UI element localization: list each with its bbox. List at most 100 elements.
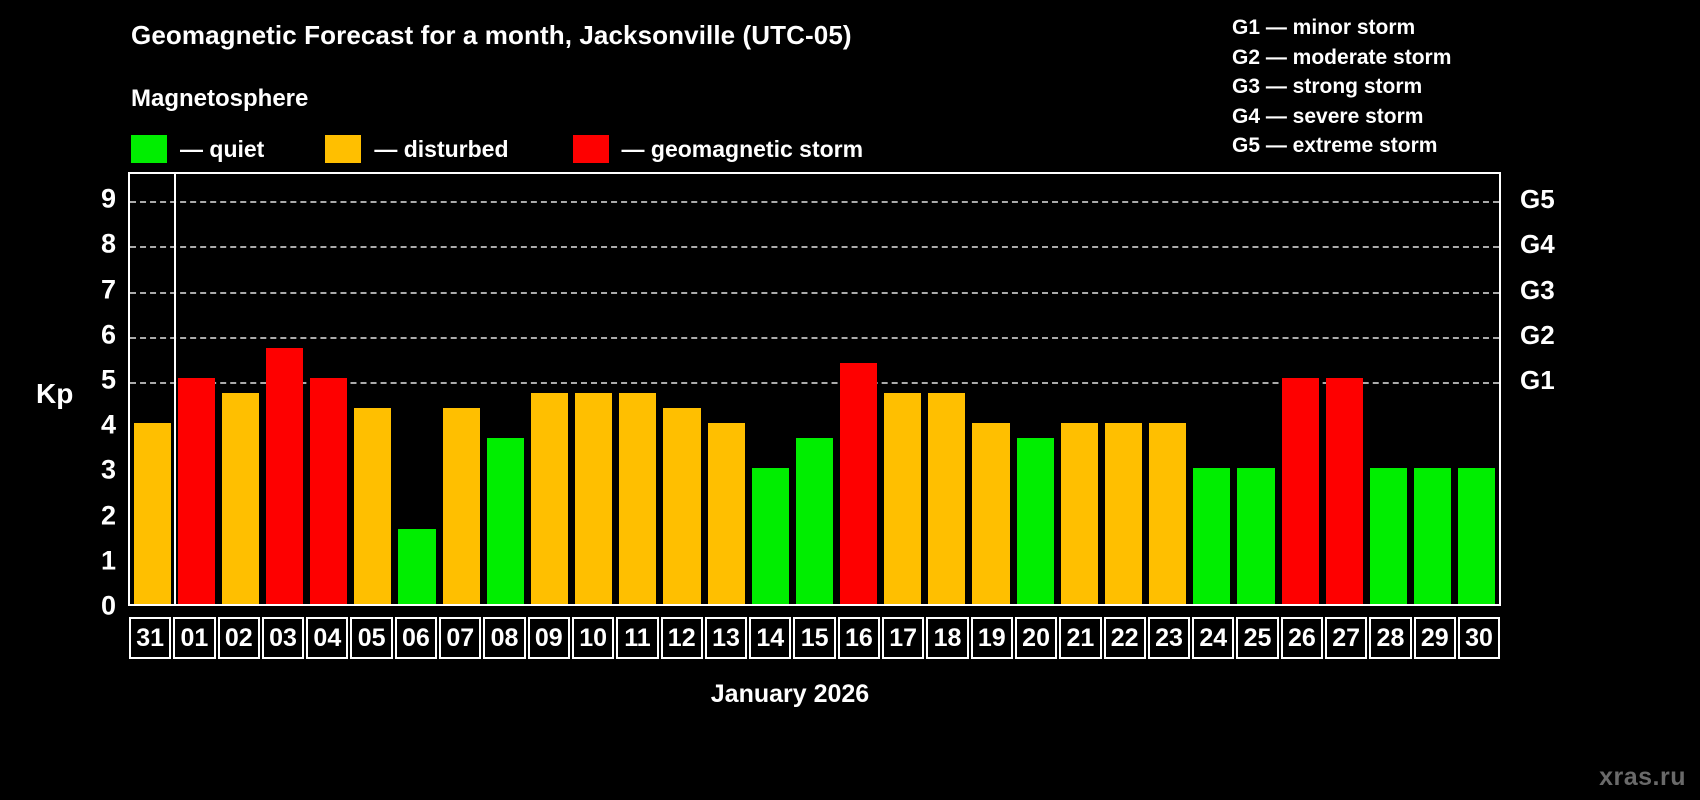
bar-day-17[interactable]	[884, 392, 922, 604]
bar-day-27[interactable]	[1325, 377, 1363, 604]
gscale-legend-row: G3 — strong storm	[1232, 75, 1423, 98]
day-label-02[interactable]: 02	[217, 617, 260, 659]
day-label-29[interactable]: 29	[1413, 617, 1456, 659]
day-label-16[interactable]: 16	[837, 617, 881, 659]
day-label-18[interactable]: 18	[926, 617, 969, 659]
day-label-27[interactable]: 27	[1325, 617, 1368, 659]
bar-day-21[interactable]	[1060, 423, 1098, 604]
day-label-07[interactable]: 07	[439, 617, 482, 659]
day-label-14[interactable]: 14	[749, 617, 792, 659]
day-label-19[interactable]: 19	[970, 617, 1013, 659]
day-label-31[interactable]: 31	[129, 617, 172, 659]
bar-day-01[interactable]	[177, 377, 215, 604]
day-label-04[interactable]: 04	[306, 617, 349, 659]
bar-slot[interactable]	[1366, 174, 1410, 604]
bar-slot[interactable]	[1234, 174, 1278, 604]
bar-slot[interactable]	[1013, 174, 1057, 604]
watermark: xras.ru	[1599, 763, 1686, 791]
bar-slot[interactable]	[1101, 174, 1145, 604]
day-label-23[interactable]: 23	[1147, 617, 1191, 659]
bar-day-05[interactable]	[354, 408, 392, 604]
bar-slot[interactable]	[1411, 174, 1455, 604]
magnetosphere-heading: Magnetosphere	[131, 85, 309, 112]
day-label-21[interactable]: 21	[1059, 617, 1102, 659]
bar-slot[interactable]	[395, 174, 439, 604]
bar-day-28[interactable]	[1369, 468, 1408, 604]
bar-slot[interactable]	[881, 174, 925, 604]
bar-slot[interactable]	[1190, 174, 1234, 604]
day-label-26[interactable]: 26	[1280, 617, 1324, 659]
bar-slot[interactable]	[660, 174, 704, 604]
bar-slot[interactable]	[262, 174, 306, 604]
bar-day-25[interactable]	[1237, 468, 1275, 604]
day-label-28[interactable]: 28	[1369, 617, 1412, 659]
bar-slot[interactable]	[218, 174, 262, 604]
bar-day-14[interactable]	[751, 468, 789, 604]
bar-slot[interactable]	[572, 174, 616, 604]
day-label-06[interactable]: 06	[394, 617, 438, 659]
bar-day-08[interactable]	[486, 438, 524, 604]
bar-slot[interactable]	[837, 174, 881, 604]
bar-day-15[interactable]	[795, 438, 833, 604]
bar-slot[interactable]	[704, 174, 748, 604]
day-label-01[interactable]: 01	[173, 617, 216, 659]
day-label-15[interactable]: 15	[793, 617, 836, 659]
bar-slot[interactable]	[527, 174, 571, 604]
day-label-12[interactable]: 12	[660, 617, 703, 659]
day-label-17[interactable]: 17	[882, 617, 925, 659]
bar-slot[interactable]	[792, 174, 836, 604]
bar-day-09[interactable]	[530, 392, 569, 604]
bar-slot[interactable]	[307, 174, 351, 604]
day-label-25[interactable]: 25	[1236, 617, 1279, 659]
bar-slot[interactable]	[483, 174, 527, 604]
bar-slot[interactable]	[969, 174, 1013, 604]
bar-day-03[interactable]	[265, 347, 304, 604]
day-label-08[interactable]: 08	[483, 617, 526, 659]
bar-day-10[interactable]	[575, 392, 613, 604]
bar-slot[interactable]	[1455, 174, 1499, 604]
bar-day-30[interactable]	[1458, 468, 1496, 604]
day-label-09[interactable]: 09	[527, 617, 570, 659]
bar-slot[interactable]	[1057, 174, 1101, 604]
day-label-03[interactable]: 03	[261, 617, 305, 659]
bar-day-18[interactable]	[928, 392, 966, 604]
legend-swatch-storm	[572, 135, 609, 163]
bar-day-04[interactable]	[310, 377, 348, 604]
day-label-13[interactable]: 13	[704, 617, 748, 659]
bar-day-12[interactable]	[663, 408, 701, 604]
gscale-legend-row: G1 — minor storm	[1232, 16, 1416, 39]
bar-day-22[interactable]	[1104, 423, 1143, 604]
bar-slot[interactable]	[616, 174, 660, 604]
bar-day-16[interactable]	[840, 363, 878, 604]
bar-day-26[interactable]	[1281, 377, 1319, 604]
bar-slot[interactable]	[130, 174, 174, 604]
bar-slot[interactable]	[1322, 174, 1366, 604]
day-label-22[interactable]: 22	[1103, 617, 1146, 659]
bar-slot[interactable]	[1278, 174, 1322, 604]
bar-day-20[interactable]	[1016, 438, 1054, 604]
bar-day-06[interactable]	[398, 528, 436, 604]
day-label-20[interactable]: 20	[1014, 617, 1058, 659]
bar-slot[interactable]	[748, 174, 792, 604]
bar-slot[interactable]	[351, 174, 395, 604]
bar-day-19[interactable]	[972, 423, 1010, 604]
bar-slot[interactable]	[1146, 174, 1190, 604]
bar-day-31[interactable]	[133, 423, 171, 604]
day-label-05[interactable]: 05	[350, 617, 393, 659]
bar-day-02[interactable]	[221, 392, 259, 604]
bar-day-07[interactable]	[442, 408, 480, 604]
day-label-30[interactable]: 30	[1457, 617, 1501, 659]
bar-day-29[interactable]	[1414, 468, 1452, 604]
plot-inner	[130, 174, 1499, 604]
bar-slot[interactable]	[174, 174, 218, 604]
legend-item-disturbed: — disturbed	[325, 135, 509, 163]
bar-day-13[interactable]	[707, 423, 745, 604]
day-label-24[interactable]: 24	[1192, 617, 1235, 659]
bar-day-24[interactable]	[1193, 468, 1231, 604]
bar-day-11[interactable]	[619, 392, 657, 604]
bar-day-23[interactable]	[1149, 423, 1187, 604]
day-label-10[interactable]: 10	[571, 617, 615, 659]
day-label-11[interactable]: 11	[616, 617, 659, 659]
bar-slot[interactable]	[925, 174, 969, 604]
bar-slot[interactable]	[439, 174, 483, 604]
